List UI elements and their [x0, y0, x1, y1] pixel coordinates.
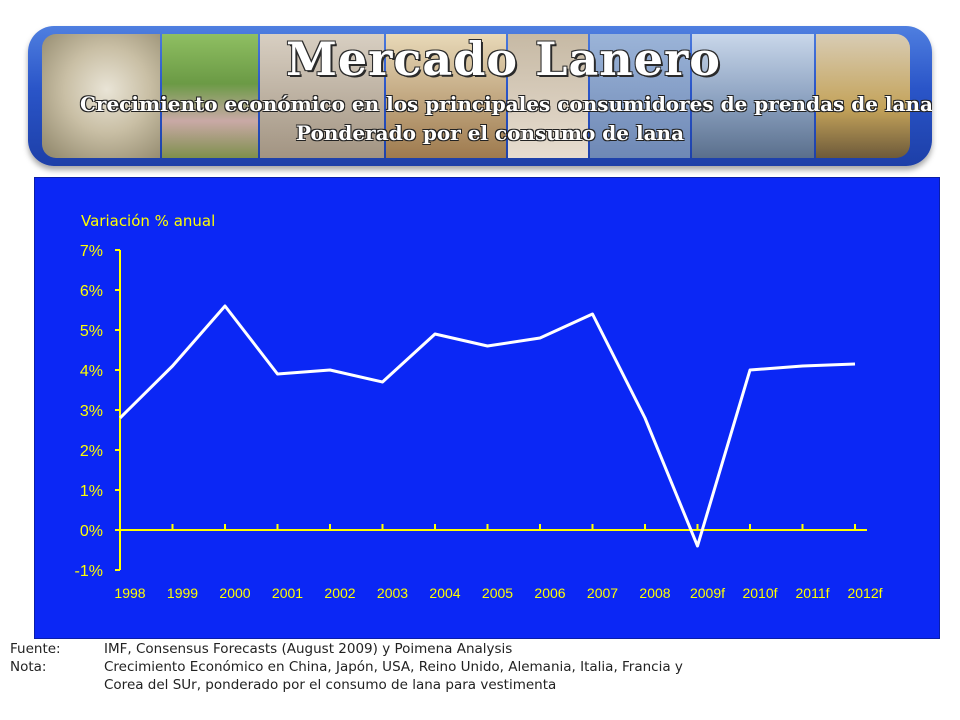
x-tick-label: 2001 [272, 585, 303, 601]
textile-photo [590, 34, 690, 158]
banner: Mercado Lanero Crecimiento económico en … [28, 26, 932, 166]
y-tick-label: 6% [80, 283, 103, 300]
note-label: Nota: [10, 659, 47, 675]
banner-subtitle-line2: Ponderado por el consumo de lana [296, 121, 685, 145]
y-tick-label: 1% [80, 483, 103, 500]
chart-panel: Variación % anual 7% 6% 5% 4% 3% 2% 1% 0% -1% 1998… [34, 177, 940, 639]
x-tick-label: 1999 [167, 585, 198, 601]
y-tick-label: 2% [80, 443, 103, 460]
y-tick-label: 7% [80, 243, 103, 260]
x-tick-label: 2009f [690, 585, 725, 601]
x-tick-label: 2003 [377, 585, 408, 601]
footnotes: Fuente: IMF, Consensus Forecasts (August… [10, 640, 710, 694]
y-tick-label: 5% [80, 323, 103, 340]
y-tick-label: 0% [80, 523, 103, 540]
banner-title: Mercado Lanero [286, 32, 721, 86]
y-axis-label: Variación % anual [81, 212, 215, 230]
note-text: Crecimiento Económico en China, Japón, U… [104, 659, 683, 693]
x-tick-label: 1998 [114, 585, 145, 601]
wool-photo [260, 34, 384, 158]
yarn-photo [386, 34, 506, 158]
y-tick-label: 4% [80, 363, 103, 380]
banner-subtitle-line1: Crecimiento económico en los principales… [80, 92, 932, 116]
note-row: Nota: Crecimiento Económico en China, Ja… [10, 658, 710, 694]
y-tick-label: -1% [75, 563, 103, 580]
flock-photo [162, 34, 258, 158]
sheep-photo [42, 34, 160, 158]
x-tick-label: 2007 [587, 585, 618, 601]
x-tick-label: 2011f [796, 585, 830, 601]
line-chart: Variación % anual 7% 6% 5% 4% 3% 2% 1% 0% -1% 1998… [75, 212, 883, 601]
x-tick-label: 2004 [429, 585, 460, 601]
fashion-model-photo [816, 34, 910, 158]
mountain-photo [692, 34, 814, 158]
x-tick-label: 2008 [639, 585, 670, 601]
x-tick-label: 2012f [847, 585, 882, 601]
fabric-photo [508, 34, 588, 158]
source-text: IMF, Consensus Forecasts (August 2009) y… [104, 641, 513, 657]
series-line [118, 304, 856, 548]
y-tick-label: 3% [80, 403, 103, 420]
source-label: Fuente: [10, 641, 61, 657]
x-tick-label: 2000 [219, 585, 250, 601]
x-tick-label: 2006 [534, 585, 565, 601]
x-tick-label: 2002 [324, 585, 355, 601]
source-row: Fuente: IMF, Consensus Forecasts (August… [10, 640, 710, 658]
x-tick-label: 2010f [742, 585, 777, 601]
x-tick-label: 2005 [482, 585, 513, 601]
